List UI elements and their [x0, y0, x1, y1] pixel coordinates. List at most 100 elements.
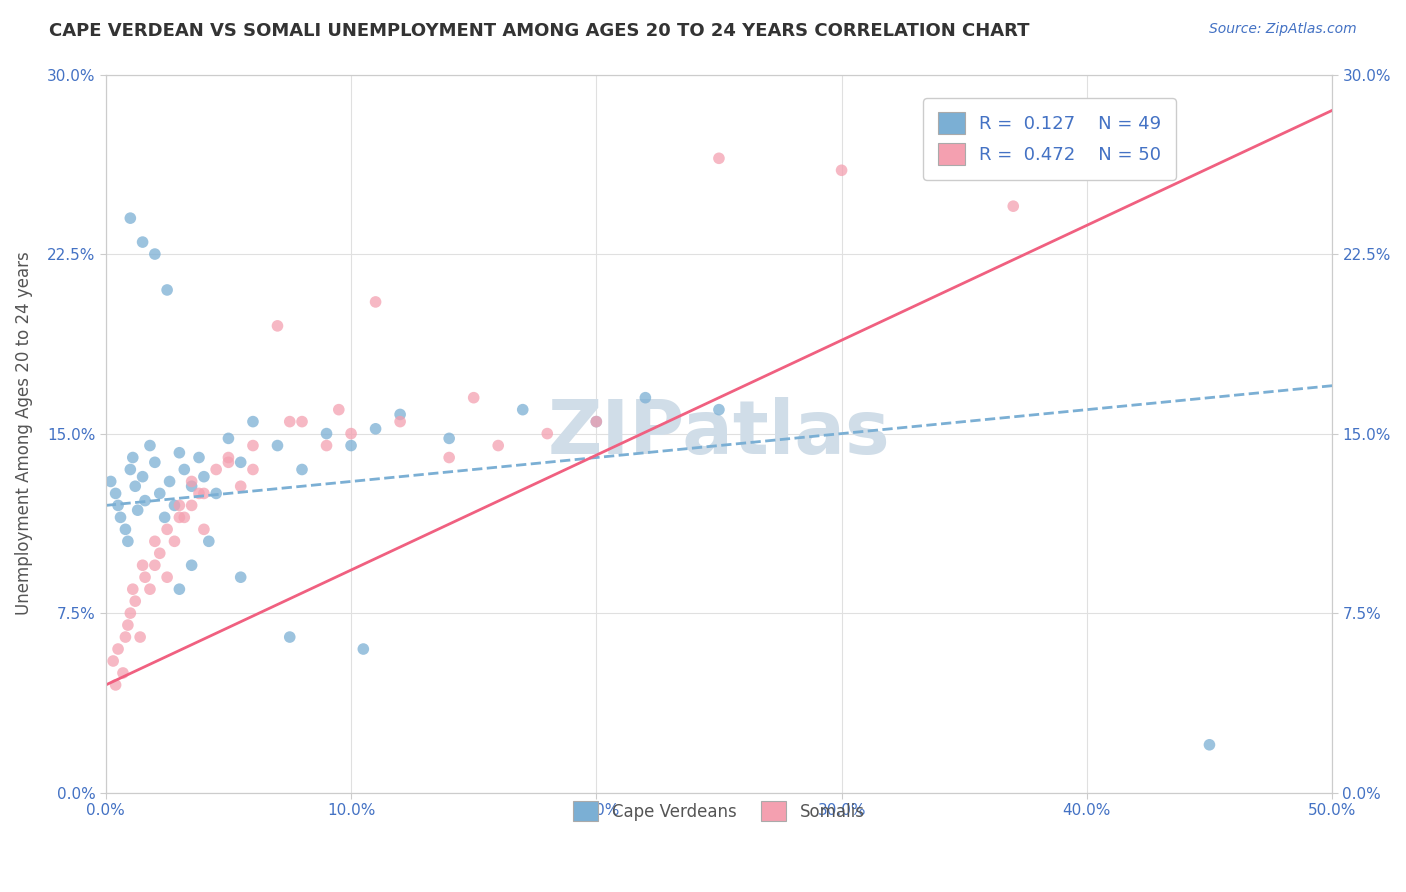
Point: [585, 415, 607, 429]
Point: [180, 558, 202, 573]
Point: [278, 415, 301, 429]
Point: [315, 426, 337, 441]
Point: [121, 450, 143, 465]
Point: [217, 450, 239, 465]
Point: [340, 426, 363, 441]
Point: [180, 479, 202, 493]
Point: [143, 247, 166, 261]
Point: [107, 499, 129, 513]
Point: [139, 439, 162, 453]
Point: [1002, 199, 1025, 213]
Point: [163, 499, 186, 513]
Point: [707, 151, 730, 165]
Point: [352, 642, 374, 657]
Point: [229, 479, 252, 493]
Point: [315, 439, 337, 453]
Y-axis label: Unemployment Among Ages 20 to 24 years: Unemployment Among Ages 20 to 24 years: [15, 252, 32, 615]
Point: [173, 510, 195, 524]
Point: [134, 493, 156, 508]
Point: [364, 422, 387, 436]
Point: [169, 510, 191, 524]
Point: [389, 415, 412, 429]
Point: [437, 450, 460, 465]
Point: [486, 439, 509, 453]
Point: [134, 570, 156, 584]
Point: [198, 534, 221, 549]
Point: [124, 479, 146, 493]
Point: [634, 391, 657, 405]
Point: [1198, 738, 1220, 752]
Point: [205, 462, 228, 476]
Point: [101, 654, 124, 668]
Point: [156, 283, 179, 297]
Point: [114, 522, 136, 536]
Text: Source: ZipAtlas.com: Source: ZipAtlas.com: [1209, 22, 1357, 37]
Point: [180, 475, 202, 489]
Point: [291, 415, 314, 429]
Point: [1125, 115, 1147, 129]
Point: [143, 534, 166, 549]
Point: [266, 318, 288, 333]
Point: [104, 678, 127, 692]
Point: [437, 431, 460, 445]
Point: [217, 455, 239, 469]
Point: [156, 570, 179, 584]
Point: [364, 294, 387, 309]
Point: [512, 402, 534, 417]
Point: [139, 582, 162, 597]
Point: [205, 486, 228, 500]
Point: [159, 475, 181, 489]
Point: [707, 402, 730, 417]
Point: [120, 462, 142, 476]
Point: [149, 486, 172, 500]
Point: [127, 503, 149, 517]
Point: [193, 522, 215, 536]
Point: [463, 391, 485, 405]
Point: [229, 570, 252, 584]
Point: [143, 558, 166, 573]
Point: [169, 582, 191, 597]
Point: [117, 534, 139, 549]
Point: [217, 431, 239, 445]
Point: [242, 415, 264, 429]
Point: [100, 475, 122, 489]
Point: [110, 510, 132, 524]
Point: [120, 211, 142, 226]
Point: [193, 469, 215, 483]
Point: [131, 469, 153, 483]
Point: [131, 558, 153, 573]
Legend: Cape Verdeans, Somalis: Cape Verdeans, Somalis: [560, 788, 877, 835]
Point: [585, 415, 607, 429]
Point: [278, 630, 301, 644]
Point: [169, 446, 191, 460]
Point: [143, 455, 166, 469]
Point: [104, 486, 127, 500]
Point: [129, 630, 152, 644]
Point: [120, 606, 142, 620]
Point: [153, 510, 176, 524]
Point: [121, 582, 143, 597]
Point: [266, 439, 288, 453]
Point: [340, 439, 363, 453]
Point: [389, 408, 412, 422]
Point: [131, 235, 153, 249]
Point: [156, 522, 179, 536]
Point: [180, 499, 202, 513]
Point: [536, 426, 558, 441]
Point: [117, 618, 139, 632]
Point: [111, 665, 134, 680]
Point: [193, 486, 215, 500]
Point: [188, 450, 211, 465]
Point: [831, 163, 853, 178]
Point: [114, 630, 136, 644]
Point: [169, 499, 191, 513]
Point: [124, 594, 146, 608]
Text: ZIPatlas: ZIPatlas: [547, 397, 890, 470]
Point: [328, 402, 350, 417]
Point: [291, 462, 314, 476]
Point: [107, 642, 129, 657]
Text: CAPE VERDEAN VS SOMALI UNEMPLOYMENT AMONG AGES 20 TO 24 YEARS CORRELATION CHART: CAPE VERDEAN VS SOMALI UNEMPLOYMENT AMON…: [49, 22, 1029, 40]
Point: [242, 462, 264, 476]
Point: [173, 462, 195, 476]
Point: [242, 439, 264, 453]
